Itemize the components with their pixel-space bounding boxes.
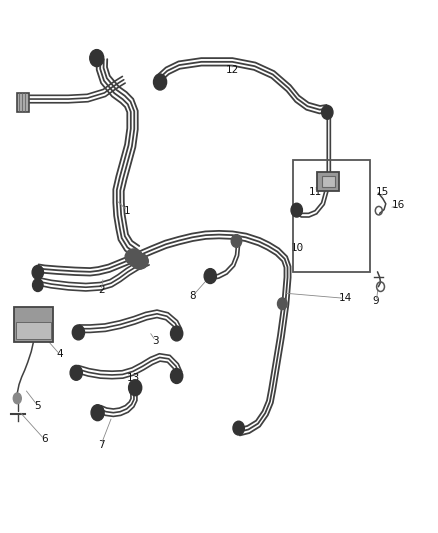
Bar: [14, 308, 53, 342]
Circle shape: [170, 326, 183, 341]
Circle shape: [231, 235, 242, 247]
Circle shape: [90, 50, 104, 67]
Text: 16: 16: [392, 200, 405, 211]
Text: 11: 11: [308, 187, 321, 197]
Text: 5: 5: [35, 401, 41, 411]
Text: 2: 2: [98, 286, 104, 295]
Circle shape: [32, 279, 43, 292]
Circle shape: [170, 368, 183, 383]
Text: 3: 3: [152, 336, 159, 346]
Bar: [17, 93, 29, 112]
Circle shape: [278, 298, 287, 310]
Text: 13: 13: [127, 373, 141, 383]
Bar: [321, 176, 335, 187]
Circle shape: [129, 379, 142, 395]
Text: 9: 9: [373, 296, 379, 306]
Ellipse shape: [131, 253, 148, 269]
Text: 15: 15: [376, 187, 389, 197]
Circle shape: [91, 405, 104, 421]
Text: 10: 10: [291, 243, 304, 253]
Bar: [293, 160, 370, 272]
Circle shape: [233, 421, 244, 435]
Circle shape: [32, 265, 43, 279]
Text: 6: 6: [41, 434, 48, 445]
Circle shape: [291, 203, 302, 217]
Text: 4: 4: [57, 349, 63, 359]
Circle shape: [204, 269, 216, 284]
Text: 1: 1: [124, 206, 131, 216]
Bar: [317, 172, 339, 191]
Text: 8: 8: [190, 290, 196, 301]
Ellipse shape: [13, 393, 21, 403]
Text: 7: 7: [98, 440, 104, 450]
Circle shape: [70, 366, 82, 380]
Circle shape: [321, 106, 333, 119]
Circle shape: [72, 325, 85, 340]
Text: 14: 14: [339, 293, 352, 303]
Bar: [16, 322, 51, 340]
Circle shape: [153, 74, 166, 90]
Text: 12: 12: [226, 65, 239, 75]
Ellipse shape: [125, 249, 143, 265]
